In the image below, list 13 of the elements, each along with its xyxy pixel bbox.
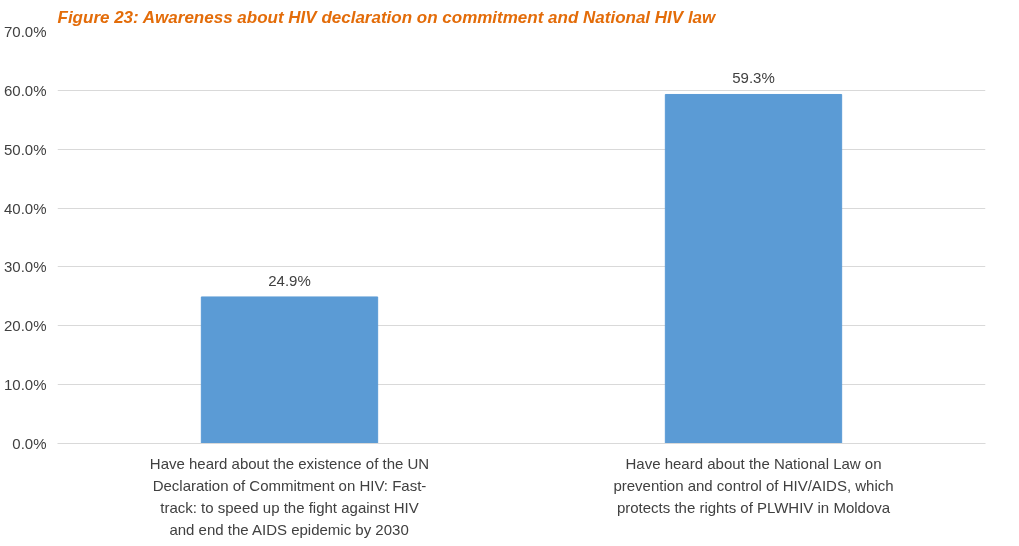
data-label: 24.9% — [268, 271, 311, 289]
y-tick-label: 70.0% — [3, 23, 47, 40]
y-tick-label: 50.0% — [3, 140, 47, 158]
y-tick-label: 10.0% — [3, 376, 47, 394]
y-tick-label: 20.0% — [3, 317, 47, 335]
y-tick-label: 40.0% — [3, 199, 47, 217]
chart-title: Figure 23: Awareness about HIV declaration on commitment and National HIV law — [57, 7, 718, 27]
x-tick-label: Have heard about the existence of the UN Declaration of Commitment on HIV: Fast-track: to speed up the fight against HIV and end the AIDS epidemic by 2030 — [149, 454, 430, 538]
y-tick-label: 60.0% — [3, 81, 47, 99]
x-tick-label: Have heard about the National Law on prevention and control of HIV/AIDS, which protects the rights of PLWHIV in Moldova — [613, 454, 894, 516]
y-tick-label: 30.0% — [3, 258, 47, 276]
y-tick-label: 0.0% — [12, 435, 47, 452]
data-label: 59.3% — [732, 69, 775, 87]
